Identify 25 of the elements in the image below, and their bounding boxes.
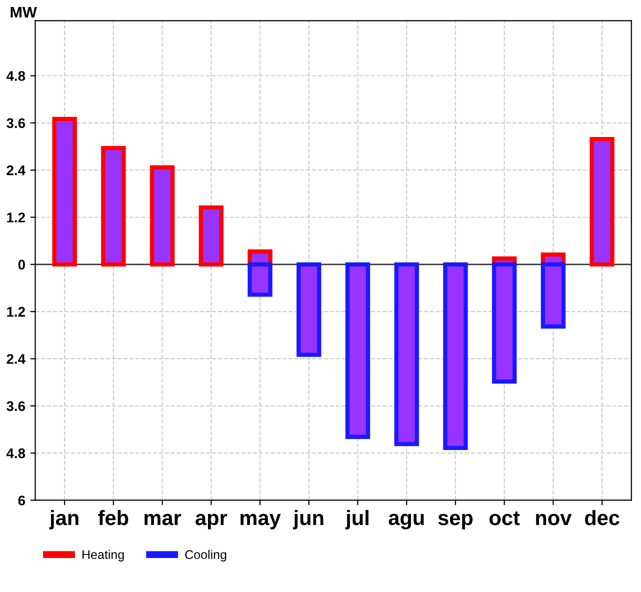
x-tick-label: agu <box>388 514 424 530</box>
y-tick-label: 6 <box>18 496 26 506</box>
x-tick-label: jan <box>49 510 78 530</box>
x-tick-label: nov <box>536 514 572 526</box>
legend-label: Heating <box>82 550 124 562</box>
y-axis-title: MW <box>10 7 37 18</box>
x-tick-label: may <box>240 514 281 530</box>
y-tick-label: 3.6 <box>6 118 26 128</box>
x-tick-label: mar <box>144 514 182 526</box>
x-tick-label: feb <box>98 510 128 526</box>
x-tick-label: jun <box>292 510 324 530</box>
y-tick-label: 4.8 <box>6 71 26 81</box>
y-tick-label: 2.4 <box>6 165 26 176</box>
legend-label: Cooling <box>185 550 226 562</box>
y-tick-label: 0 <box>18 260 25 270</box>
x-tick-label: oct <box>490 511 520 526</box>
x-tick-label: jul <box>345 510 368 530</box>
y-tick-label: 1.2 <box>7 212 25 222</box>
y-tick-label: 1.2 <box>7 306 25 317</box>
y-tick-label: 2.4 <box>6 354 26 364</box>
x-tick-label: apr <box>196 514 228 530</box>
y-tick-label: 4.8 <box>6 448 26 458</box>
y-tick-label: 3.6 <box>6 401 26 412</box>
x-tick-label: sep <box>438 514 473 530</box>
x-tick-label: dec <box>584 510 620 526</box>
